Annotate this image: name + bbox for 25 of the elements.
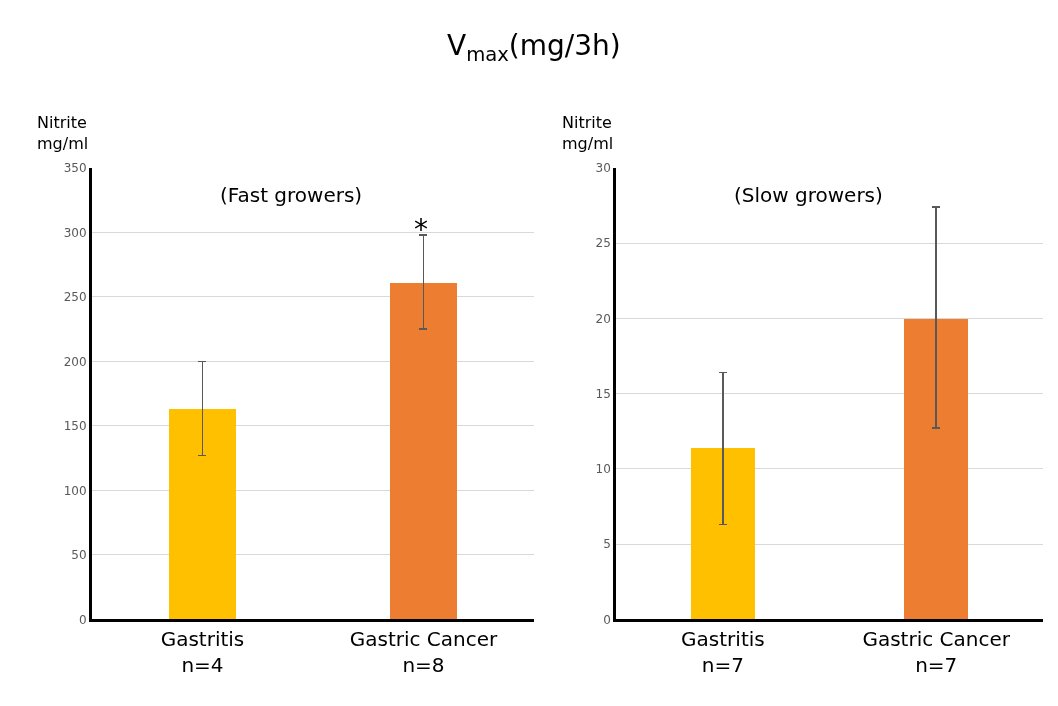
y-axis-title: Nitrite mg/ml [37, 113, 89, 153]
annotation: * [414, 213, 428, 246]
y-tick-label: 0 [603, 612, 611, 627]
y-tick-label: 30 [595, 161, 611, 176]
annotation: (Slow growers) [734, 183, 883, 207]
x-tick-label: Gastritis n=4 [160, 627, 245, 678]
y-tick-label: 200 [63, 354, 87, 369]
chart-title: V$_{max}$(mg/3h) [447, 29, 621, 66]
y-tick-label: 150 [63, 419, 87, 434]
y-axis-title: Nitrite mg/ml [562, 113, 614, 153]
y-tick-label: 50 [71, 548, 87, 563]
y-tick-label: 100 [63, 483, 87, 498]
x-tick-label: Gastric Cancer n=8 [349, 627, 499, 678]
y-tick-label: 25 [595, 236, 611, 251]
y-tick-label: 20 [595, 311, 611, 326]
x-tick-label: Gastritis n=7 [681, 627, 765, 678]
y-tick-label: 0 [78, 612, 87, 627]
y-tick-label: 250 [63, 290, 87, 305]
x-tick-label: Gastric Cancer n=7 [862, 627, 1011, 678]
y-tick-label: 15 [595, 386, 611, 401]
annotation: (Fast growers) [220, 183, 363, 207]
y-tick-label: 300 [63, 225, 87, 240]
y-tick-label: 350 [63, 161, 87, 176]
y-tick-label: 10 [595, 462, 611, 477]
y-tick-label: 5 [603, 537, 611, 552]
